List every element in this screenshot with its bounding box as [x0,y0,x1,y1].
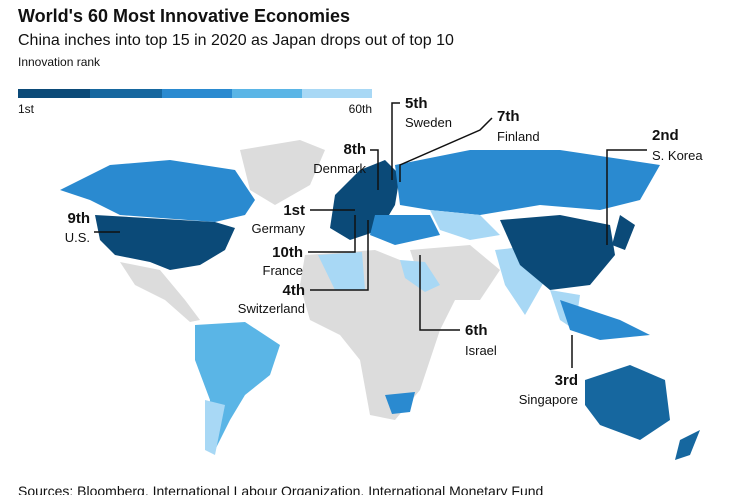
rank-label: 4th [283,282,306,299]
legend-scale [18,89,372,98]
country-label: Finland [497,129,540,144]
rank-label: 8th [344,141,367,158]
subtitle: China inches into top 15 in 2020 as Japa… [18,32,454,49]
rank-label: 2nd [652,127,679,144]
legend-min: 1st [18,102,35,116]
leader-line [310,220,369,291]
country-label: Germany [252,221,306,236]
leader-line [370,149,379,190]
rank-label: 7th [497,108,520,125]
country-label: Israel [465,343,497,358]
leader-line [419,255,460,331]
leader-line [606,149,647,245]
callouts: 5th Sweden 7th Finland 2nd S. Korea 8th Denmark… [65,95,704,407]
rank-label: 5th [405,95,428,112]
country-label: S. Korea [652,148,703,163]
leader-line [391,102,400,180]
rank-label: 3rd [555,372,578,389]
country-label: Sweden [405,115,452,130]
title: World's 60 Most Innovative Economies [18,6,350,26]
rank-label: 1st [283,202,305,219]
leader-line [399,117,493,182]
country-label: France [263,263,303,278]
rank-label: 10th [272,244,303,261]
country-label: Singapore [519,392,578,407]
source-note: Sources: Bloomberg, International Labour… [18,483,543,495]
rank-label: 9th [68,210,91,227]
legend-max: 60th [349,102,372,116]
country-label: Denmark [313,161,366,176]
country-label: U.S. [65,230,90,245]
country-label: Switzerland [238,301,305,316]
legend-title: Innovation rank [18,55,101,69]
rank-label: 6th [465,322,488,339]
leader-line [308,215,356,253]
world-map [60,140,700,460]
